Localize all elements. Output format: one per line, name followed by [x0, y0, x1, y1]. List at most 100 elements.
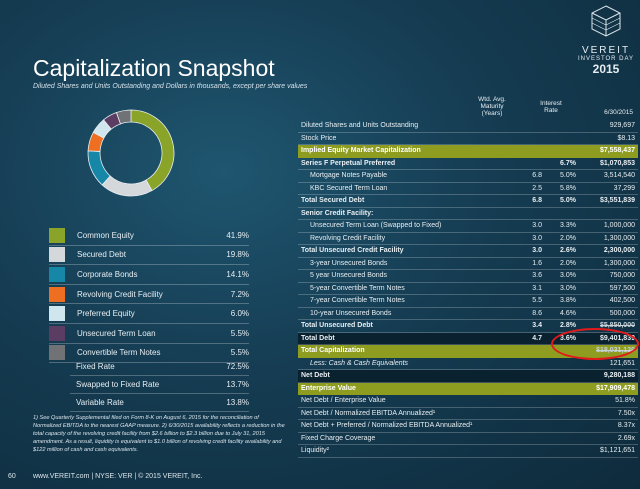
- row-maturity: 6.8: [532, 172, 542, 180]
- legend-swatch: [49, 266, 65, 282]
- table-row: Enterprise Value $17,909,478: [298, 382, 638, 395]
- interest-header: Interest Rate: [540, 100, 562, 114]
- capitalization-donut: [87, 109, 175, 197]
- row-maturity: 3.0: [532, 247, 542, 255]
- row-label: Revolving Credit Facility: [310, 234, 386, 242]
- row-maturity: 3.0: [532, 222, 542, 230]
- row-label: Senior Credit Facility:: [301, 209, 374, 217]
- row-rate: 3.0%: [560, 272, 576, 280]
- footer: 60 www.VEREIT.com | NYSE: VER | © 2015 V…: [0, 469, 640, 489]
- donut-slice: [101, 175, 153, 197]
- rate-value: 13.8%: [226, 398, 249, 407]
- table-row: Total Secured Debt 6.8 5.0% $3,551,839: [298, 195, 638, 208]
- legend-swatch: [49, 286, 65, 302]
- row-rate: 5.0%: [560, 172, 576, 180]
- legend-label: Secured Debt: [77, 250, 126, 260]
- row-value: 402,500: [609, 297, 635, 305]
- row-label: Total Secured Debt: [301, 197, 365, 205]
- row-label: Total Capitalization: [301, 347, 365, 355]
- table-row: Total Unsecured Debt 3.4 2.8% $5,850,000: [298, 320, 638, 333]
- legend-row: Convertible Term Notes 5.5%: [49, 344, 249, 364]
- table-row: Net Debt + Preferred / Normalized EBITDA…: [298, 420, 638, 433]
- row-label: Diluted Shares and Units Outstanding: [301, 122, 419, 130]
- row-value: 1,300,000: [603, 259, 635, 267]
- legend-label: Convertible Term Notes: [77, 348, 161, 358]
- page-subtitle: Diluted Shares and Units Outstanding and…: [33, 83, 308, 90]
- row-rate: 3.8%: [560, 297, 576, 305]
- rate-row: Variable Rate 13.8%: [70, 394, 249, 412]
- legend-value: 5.5%: [230, 328, 249, 338]
- row-value: 500,000: [609, 309, 635, 317]
- rate-value: 72.5%: [226, 362, 249, 371]
- row-value: $1,070,853: [599, 159, 635, 167]
- table-row: Liquidity² $1,121,651: [298, 445, 638, 458]
- rate-label: Fixed Rate: [76, 362, 115, 371]
- table-row: Senior Credit Facility:: [298, 208, 638, 220]
- logo-name: VEREIT: [581, 45, 631, 56]
- legend-label: Corporate Bonds: [77, 269, 138, 279]
- legend-value: 41.9%: [226, 230, 249, 240]
- row-label: 5 year Unsecured Bonds: [310, 272, 388, 280]
- legend-value: 6.0%: [230, 309, 249, 319]
- legend-swatch: [49, 227, 65, 243]
- row-value: 3,514,540: [603, 172, 635, 180]
- row-label: Unsecured Term Loan (Swapped to Fixed): [310, 222, 442, 230]
- row-value: 121,651: [609, 359, 635, 367]
- row-value: $1,121,651: [599, 447, 635, 455]
- table-row: Mortgage Notes Payable 6.8 5.0% 3,514,540: [298, 170, 638, 183]
- row-rate: 3.3%: [560, 222, 576, 230]
- footnote: 1) See Quarterly Supplemental filed on F…: [33, 415, 285, 453]
- legend-value: 19.8%: [226, 250, 249, 260]
- row-label: Mortgage Notes Payable: [310, 172, 388, 180]
- table-row: Stock Price $8.13: [298, 133, 638, 145]
- row-label: Fixed Charge Coverage: [301, 434, 376, 442]
- rate-row: Fixed Rate 72.5%: [70, 358, 249, 376]
- row-label: KBC Secured Term Loan: [310, 184, 388, 192]
- row-label: Net Debt: [301, 372, 330, 380]
- row-value: $5,850,000: [599, 322, 635, 330]
- row-label: 7-year Convertible Term Notes: [310, 297, 405, 305]
- row-label: Series F Perpetual Preferred: [301, 159, 396, 167]
- logo-sub: INVESTOR DAY: [577, 56, 635, 62]
- table-row: Net Debt / Normalized EBITDA Annualized¹…: [298, 408, 638, 420]
- table-row: KBC Secured Term Loan 2.5 5.8% 37,299: [298, 183, 638, 195]
- row-rate: 2.0%: [560, 259, 576, 267]
- row-label: Net Debt / Enterprise Value: [301, 397, 386, 405]
- row-rate: 2.8%: [560, 322, 576, 330]
- logo-year: 2015: [592, 62, 620, 76]
- row-maturity: 3.1: [532, 284, 542, 292]
- row-label: Enterprise Value: [301, 384, 356, 392]
- table-row: Less: Cash & Cash Equivalents 121,651: [298, 358, 638, 370]
- legend-value: 7.2%: [230, 289, 249, 299]
- row-label: 5-year Convertible Term Notes: [310, 284, 405, 292]
- row-value: 7.50x: [617, 409, 635, 417]
- legend-row: Corporate Bonds 14.1%: [49, 265, 249, 285]
- row-label: Total Unsecured Debt: [301, 322, 373, 330]
- rate-breakdown: Fixed Rate 72.5% Swapped to Fixed Rate 13.7…: [70, 358, 249, 412]
- row-maturity: 3.4: [532, 322, 542, 330]
- table-row: Net Debt / Enterprise Value 51.8%: [298, 395, 638, 408]
- rate-value: 13.7%: [226, 380, 249, 389]
- row-label: 10-year Unsecured Bonds: [310, 309, 392, 317]
- table-row: Net Debt 9,280,188: [298, 370, 638, 383]
- row-value: 2.69x: [617, 434, 635, 442]
- legend-swatch: [49, 247, 65, 263]
- page-number: 60: [8, 473, 16, 480]
- row-value: $8.13: [617, 134, 635, 142]
- row-value: $3,551,839: [599, 197, 635, 205]
- row-label: Total Unsecured Credit Facility: [301, 247, 404, 255]
- cube-logo-icon: [591, 5, 621, 37]
- row-maturity: 5.5: [532, 297, 542, 305]
- table-row: Implied Equity Market Capitalization $7,5…: [298, 145, 638, 158]
- rate-label: Variable Rate: [76, 398, 124, 407]
- table-row: Series F Perpetual Preferred 6.7% $1,070,8…: [298, 158, 638, 170]
- row-maturity: 3.6: [532, 272, 542, 280]
- row-maturity: 3.0: [532, 234, 542, 242]
- row-label: Liquidity²: [301, 447, 330, 455]
- row-value: 750,000: [609, 272, 635, 280]
- vereit-logo: VEREIT INVESTOR DAY 2015: [576, 4, 636, 76]
- table-row: 7-year Convertible Term Notes 5.5 3.8% 402,…: [298, 295, 638, 308]
- table-row: Diluted Shares and Units Outstanding 929,…: [298, 120, 638, 133]
- legend-row: Revolving Credit Facility 7.2%: [49, 285, 249, 305]
- row-maturity: 6.8: [532, 197, 542, 205]
